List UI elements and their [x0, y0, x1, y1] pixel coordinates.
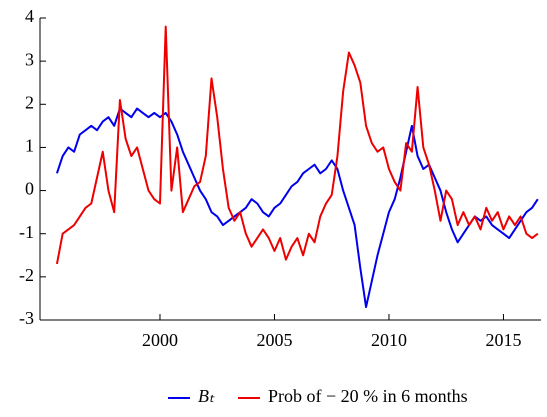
y-tick-label: 1 [25, 136, 34, 156]
y-tick-label: 0 [25, 179, 34, 199]
series-line [55, 25, 539, 265]
y-tick-label: 2 [25, 92, 34, 112]
x-tick-label: 2005 [256, 330, 292, 350]
y-tick-label: 3 [25, 49, 34, 69]
x-tick-label: 2000 [142, 330, 178, 350]
y-tick-label: 4 [25, 6, 34, 26]
y-tick-label: -2 [19, 265, 34, 285]
y-tick-label: -3 [19, 308, 34, 328]
series-line [55, 107, 539, 309]
x-tick-label: 2015 [485, 330, 521, 350]
x-tick-label: 2010 [371, 330, 407, 350]
legend-label: Bₜ [198, 386, 215, 406]
y-tick-label: -1 [19, 222, 34, 242]
legend-label: Prob of − 20 % in 6 months [268, 386, 468, 406]
